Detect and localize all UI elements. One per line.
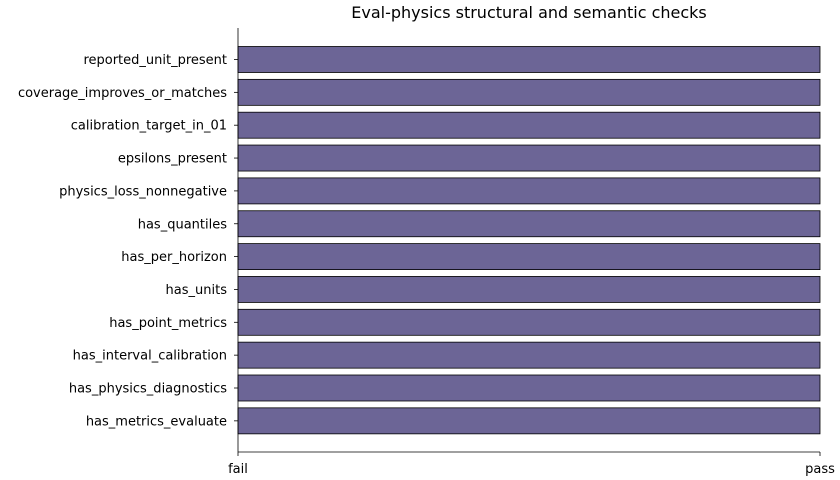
y-tick-label: has_interval_calibration [73,349,227,364]
bar-has-units [237,276,821,303]
y-tick-label: calibration_target_in_01 [71,119,227,134]
labels-layer: reported_unit_present coverage_improves_o… [18,53,835,477]
bar-epsilons-present [237,144,821,172]
y-tick-label: has_point_metrics [109,316,227,331]
y-tick-label: physics_loss_nonnegative [59,184,227,199]
bar-physics-loss-nonnegative [237,177,821,205]
y-tick-label: has_physics_diagnostics [69,382,227,397]
y-tick-label: coverage_improves_or_matches [18,86,227,101]
bar-has-physics-diagnostics [237,374,821,402]
y-tick-label: reported_unit_present [83,53,227,68]
y-tick-label: has_metrics_evaluate [86,414,227,429]
bar-reported-unit-present [237,46,821,73]
y-tick-label: epsilons_present [118,152,227,167]
bar-has-interval-calibration [237,341,821,369]
bar-has-metrics-evaluate [237,407,821,435]
bar-has-quantiles [237,210,821,238]
x-tick-label-pass: pass [805,462,835,477]
x-tick-label-fail: fail [228,462,248,477]
y-tick-label: has_units [166,283,228,298]
bar-coverage-improves-or-matches [237,78,821,106]
bar-has-per-horizon [237,243,821,271]
y-tick-label: has_quantiles [138,217,227,232]
y-tick-label: has_per_horizon [121,250,227,265]
bar-has-point-metrics [237,308,821,336]
bar-calibration-target-in-01 [237,111,821,139]
chart-title: Eval-physics structural and semantic che… [351,3,707,22]
axes-layer [234,28,821,456]
bars-layer [237,46,821,435]
